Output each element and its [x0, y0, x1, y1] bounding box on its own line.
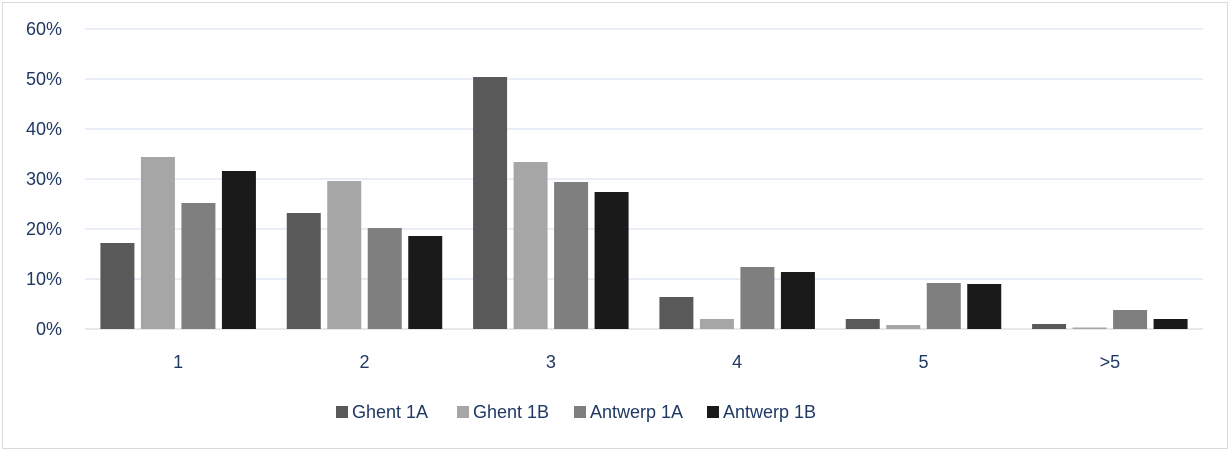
- bar: [140, 157, 175, 329]
- legend-label: Ghent 1B: [473, 402, 549, 422]
- bar: [221, 171, 256, 329]
- legend-swatch: [707, 406, 719, 418]
- legend-label: Antwerp 1B: [723, 402, 816, 422]
- y-tick-label: 50%: [26, 69, 62, 89]
- bars: [100, 77, 1188, 329]
- x-tick-label: 3: [546, 352, 556, 372]
- bar: [926, 283, 961, 329]
- bar: [513, 162, 548, 329]
- bar: [699, 319, 734, 329]
- bar: [845, 319, 880, 329]
- y-tick-label: 10%: [26, 269, 62, 289]
- legend-label: Antwerp 1A: [590, 402, 683, 422]
- bar: [886, 325, 921, 329]
- x-axis: 1 2 3 4 5 >5: [173, 352, 1120, 372]
- bar: [1113, 310, 1148, 329]
- bar: [1153, 319, 1188, 329]
- bar: [100, 243, 135, 329]
- bar: [1072, 327, 1107, 329]
- bar: [473, 77, 508, 329]
- y-tick-label: 30%: [26, 169, 62, 189]
- bar: [554, 182, 589, 329]
- y-tick-label: 40%: [26, 119, 62, 139]
- bar: [367, 228, 402, 329]
- bar: [780, 272, 815, 329]
- bar: [181, 203, 216, 329]
- x-tick-label: 4: [732, 352, 742, 372]
- gridlines: [85, 28, 1203, 330]
- bar: [286, 213, 321, 329]
- bar: [967, 284, 1002, 329]
- x-tick-label: >5: [1100, 352, 1121, 372]
- bar: [740, 267, 775, 329]
- legend-swatch: [457, 406, 469, 418]
- legend: Ghent 1A Ghent 1B Antwerp 1A Antwerp 1B: [336, 402, 816, 422]
- bar: [594, 192, 629, 329]
- y-tick-label: 0%: [36, 319, 62, 339]
- y-tick-label: 20%: [26, 219, 62, 239]
- y-tick-label: 60%: [26, 19, 62, 39]
- bar: [659, 297, 694, 329]
- legend-swatch: [336, 406, 348, 418]
- x-tick-label: 2: [359, 352, 369, 372]
- legend-label: Ghent 1A: [352, 402, 428, 422]
- legend-swatch: [574, 406, 586, 418]
- x-tick-label: 1: [173, 352, 183, 372]
- bar: [1032, 324, 1067, 329]
- x-tick-label: 5: [918, 352, 928, 372]
- y-axis: 0% 10% 20% 30% 40% 50% 60%: [26, 19, 62, 339]
- bar: [327, 181, 362, 329]
- bar: [408, 236, 443, 329]
